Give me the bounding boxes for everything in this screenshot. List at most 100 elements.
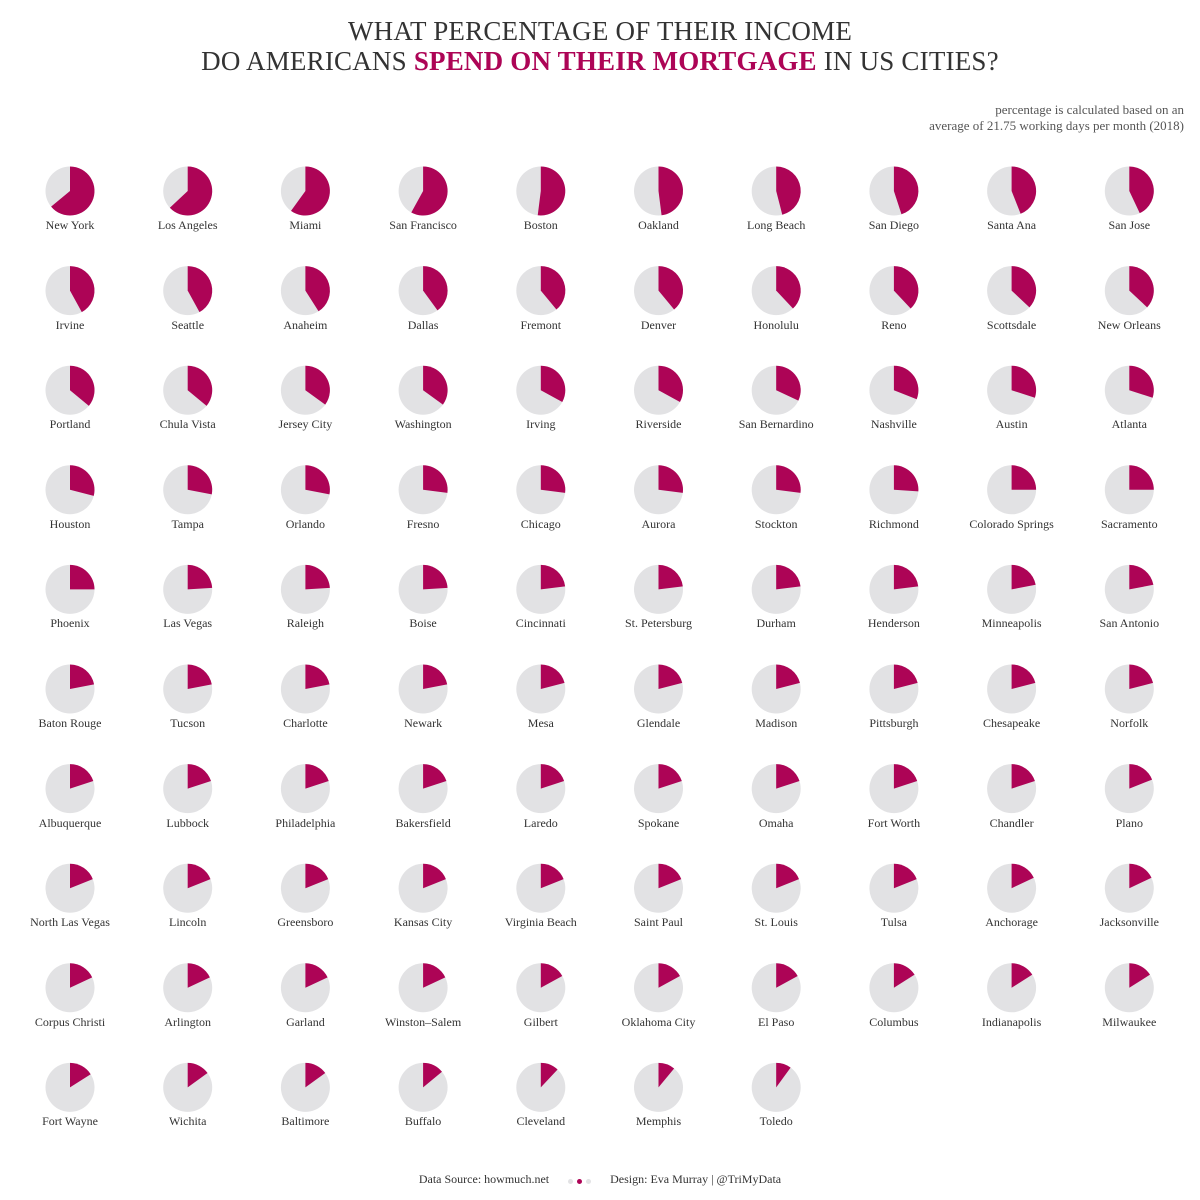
pie-slice-mortgage [776, 664, 800, 689]
city-label: El Paso [758, 1014, 795, 1029]
city-label: Garland [286, 1014, 325, 1029]
pie-chart [869, 764, 919, 814]
pie-slice-mortgage [893, 863, 917, 889]
pie-chart [45, 266, 95, 316]
pie-chart [634, 1062, 683, 1112]
pie-chart [987, 266, 1037, 316]
calculation-note: percentage is calculated based on an ave… [929, 102, 1184, 134]
city-label: Mesa [527, 716, 554, 730]
pie-chart [280, 963, 330, 1013]
pie-slice-mortgage [305, 564, 330, 590]
pie-slice-mortgage [537, 166, 566, 216]
city-label: Lubbock [166, 815, 210, 830]
pie-slice-mortgage [187, 465, 213, 495]
pie-chart [398, 963, 448, 1013]
city-label: Minneapolis [981, 616, 1042, 631]
pie-chart [45, 166, 95, 216]
pie-chart-canvas [45, 166, 1154, 1112]
pie-chart [280, 664, 330, 714]
city-label: Los Angeles [157, 218, 218, 232]
pie-chart [987, 963, 1037, 1013]
pie-chart [1104, 166, 1154, 216]
city-label: Orlando [285, 516, 326, 531]
pie-chart [516, 365, 566, 415]
pie-slice-mortgage [423, 963, 446, 988]
city-label: New Orleans [1097, 317, 1161, 332]
pie-chart [751, 863, 801, 913]
pie-slice-mortgage [305, 863, 329, 889]
pie-slice-mortgage [70, 1062, 91, 1088]
city-label: Wichita [168, 1114, 207, 1129]
pie-chart [634, 564, 683, 614]
pie-slice-mortgage [1011, 664, 1036, 689]
pie-chart [751, 664, 801, 714]
city-label: Gilbert [523, 1014, 558, 1029]
pie-chart [869, 465, 919, 515]
pie-chart [869, 365, 919, 415]
pie-slice-mortgage [540, 863, 564, 889]
city-label: Raleigh [286, 616, 325, 631]
city-label: Philadelphia [275, 815, 336, 830]
city-label: St. Louis [754, 915, 798, 930]
city-label: Scottsdale [986, 317, 1037, 332]
pie-slice-mortgage [187, 266, 213, 313]
chart-title-highlight: SPEND ON THEIR MORTGAGE [413, 46, 817, 76]
pie-chart-grid: New York Los Angeles Miami San Francisco Bos… [10, 160, 1190, 1160]
pie-chart [987, 166, 1037, 216]
pie-slice-mortgage [1129, 465, 1154, 490]
pie-chart [869, 863, 919, 913]
pie-chart [398, 266, 448, 316]
city-label: Irving [526, 417, 556, 432]
city-label: Tampa [171, 516, 204, 531]
city-label: Atlanta [1111, 417, 1147, 432]
pie-slice-mortgage [70, 963, 93, 988]
design-credit: Design: Eva Murray | @TriMyData [610, 1172, 782, 1186]
chart-title-prefix: DO AMERICANS [201, 46, 414, 76]
pie-slice-mortgage [169, 166, 213, 216]
pie-slice-mortgage [423, 365, 448, 405]
pie-chart [163, 963, 213, 1013]
pie-slice-mortgage [1129, 963, 1150, 988]
pie-slice-mortgage [1011, 166, 1037, 214]
pie-chart [280, 764, 330, 814]
city-label: San Diego [868, 218, 920, 232]
pie-chart [634, 963, 683, 1013]
pie-chart [516, 764, 566, 814]
pie-chart [634, 266, 684, 316]
pie-chart [45, 764, 95, 814]
pie-slice-mortgage [1129, 664, 1154, 689]
pie-slice-mortgage [893, 166, 919, 215]
pie-chart [45, 963, 95, 1013]
pie-chart [516, 564, 566, 614]
pie-chart [516, 863, 566, 913]
chart-title-suffix: IN US CITIES? [816, 46, 999, 76]
city-label: Lincoln [169, 915, 207, 930]
footer-dot-accent [577, 1178, 583, 1184]
pie-chart [398, 1062, 448, 1112]
pie-slice-mortgage [70, 266, 95, 313]
city-label: Omaha [758, 815, 794, 830]
city-label: San Bernardino [738, 417, 814, 432]
city-label: Tucson [170, 716, 206, 730]
pie-chart [987, 365, 1037, 415]
pie-chart [987, 764, 1037, 814]
pie-slice-mortgage [893, 664, 918, 689]
pie-slice-mortgage [423, 764, 447, 789]
pie-slice-mortgage [776, 166, 801, 215]
pie-slice-mortgage [1129, 365, 1154, 398]
pie-slice-mortgage [658, 1062, 675, 1088]
pie-chart [398, 764, 448, 814]
city-label: Corpus Christi [34, 1014, 106, 1029]
pie-chart [280, 564, 330, 614]
chart-title-text-1: WHAT PERCENTAGE OF THEIR INCOME [347, 16, 853, 46]
city-label: Norfolk [1110, 716, 1149, 730]
city-label: Fort Wayne [42, 1114, 98, 1129]
pie-slice-mortgage [187, 1062, 208, 1088]
footer-dot [568, 1178, 574, 1184]
city-label: Riverside [635, 417, 682, 432]
city-label: Dallas [407, 317, 439, 332]
city-label: Memphis [635, 1114, 682, 1129]
pie-slice-mortgage [776, 863, 799, 889]
pie-chart [869, 166, 919, 216]
city-label: Fremont [520, 317, 562, 332]
